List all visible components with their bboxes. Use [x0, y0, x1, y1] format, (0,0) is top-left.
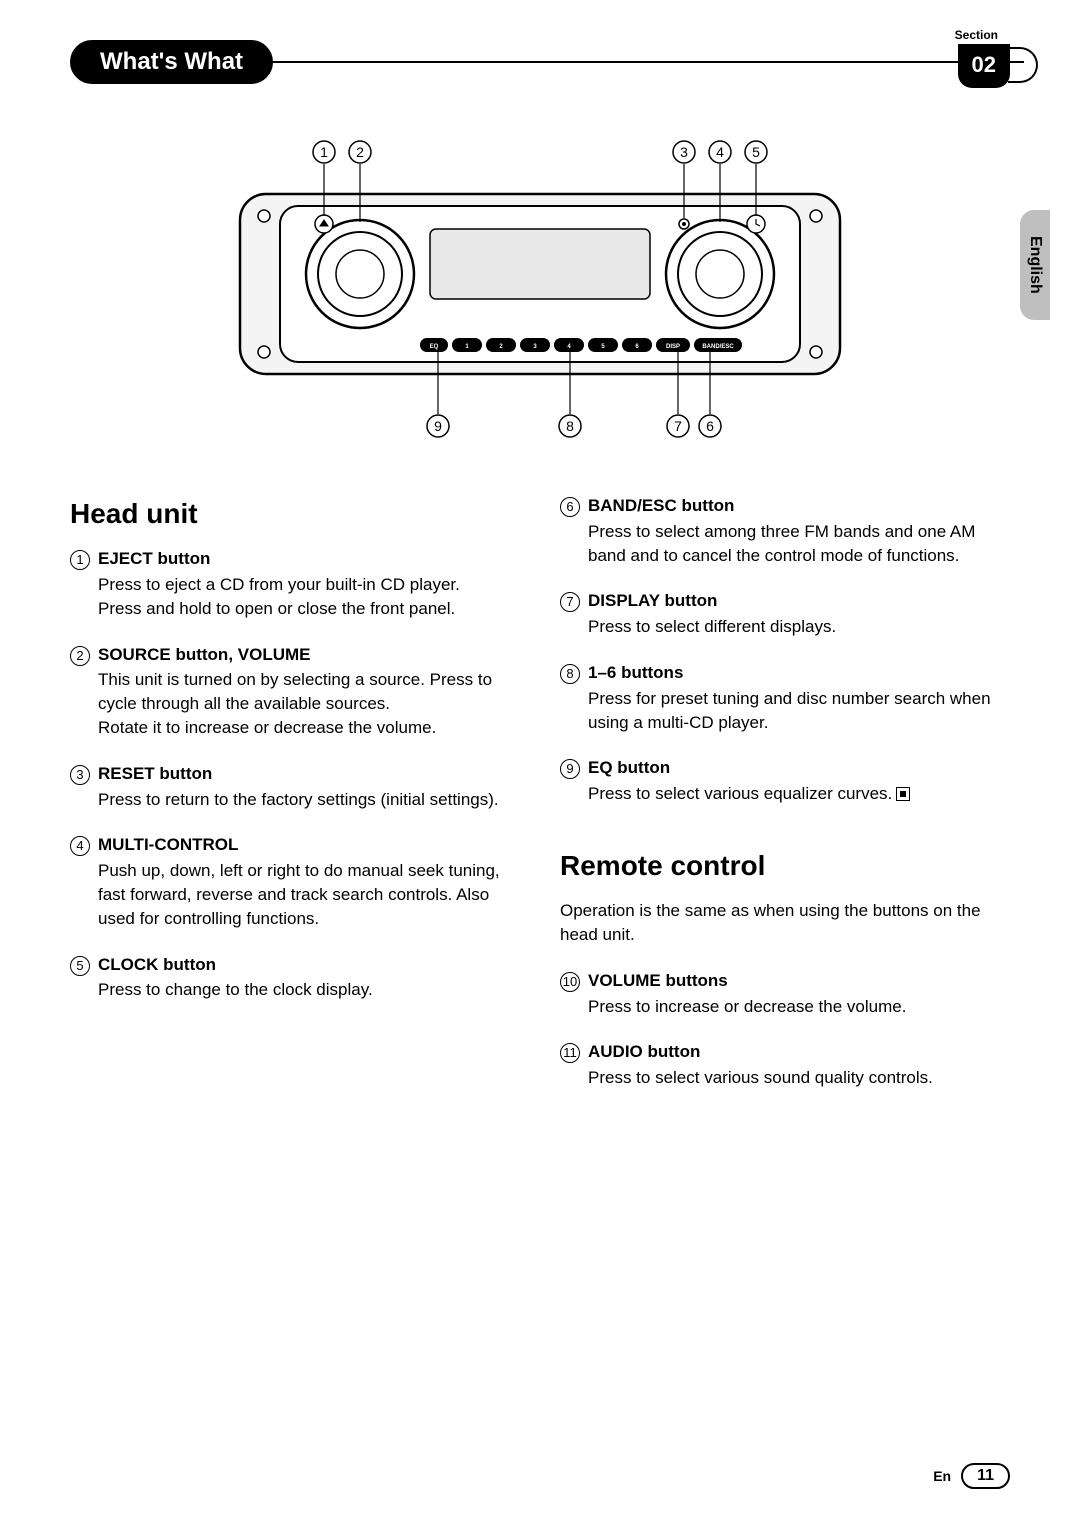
description-item: 1 EJECT buttonPress to eject a CD from yo…	[70, 547, 520, 620]
item-body: Press to eject a CD from your built-in C…	[98, 573, 520, 621]
item-title: RESET button	[98, 762, 212, 786]
item-body: Press to select various equalizer curves…	[588, 782, 1010, 806]
item-title: SOURCE button, VOLUME	[98, 643, 310, 667]
item-number: 4	[70, 836, 90, 856]
item-body: Press for preset tuning and disc number …	[588, 687, 1010, 735]
language-tab: English	[1020, 210, 1050, 320]
item-title: EQ button	[588, 756, 670, 780]
item-number: 9	[560, 759, 580, 779]
item-body: Press to increase or decrease the volume…	[588, 995, 1010, 1019]
item-body: Push up, down, left or right to do manua…	[98, 859, 520, 930]
description-item: 5 CLOCK buttonPress to change to the cloc…	[70, 953, 520, 1003]
item-body: Press to select among three FM bands and…	[588, 520, 1010, 568]
item-body: This unit is turned on by selecting a so…	[98, 668, 520, 739]
head-unit-svg: 1 2 3 4 5	[220, 134, 860, 454]
description-item: 8 1–6 buttonsPress for preset tuning and …	[560, 661, 1010, 734]
right-column: 6 BAND/ESC buttonPress to select among th…	[560, 494, 1010, 1112]
page-number: 11	[961, 1463, 1010, 1489]
item-number: 5	[70, 956, 90, 976]
description-item: 4 MULTI-CONTROLPush up, down, left or rig…	[70, 833, 520, 930]
item-title: VOLUME buttons	[588, 969, 728, 993]
item-number: 11	[560, 1043, 580, 1063]
description-item: 11 AUDIO buttonPress to select various so…	[560, 1040, 1010, 1090]
svg-text:8: 8	[566, 418, 574, 434]
header-rule	[259, 61, 1024, 63]
item-number: 6	[560, 497, 580, 517]
item-body: Press to select different displays.	[588, 615, 1010, 639]
page-title: What's What	[70, 40, 273, 84]
remote-intro: Operation is the same as when using the …	[560, 899, 1010, 947]
description-item: 7 DISPLAY buttonPress to select different…	[560, 589, 1010, 639]
left-column: Head unit 1 EJECT buttonPress to eject a …	[70, 494, 520, 1112]
item-body: Press to return to the factory settings …	[98, 788, 520, 812]
item-number: 2	[70, 646, 90, 666]
svg-text:7: 7	[674, 418, 682, 434]
svg-text:6: 6	[706, 418, 714, 434]
item-number: 10	[560, 972, 580, 992]
remote-control-heading: Remote control	[560, 846, 1010, 885]
head-unit-diagram: 1 2 3 4 5	[70, 134, 1010, 454]
description-item: 10 VOLUME buttonsPress to increase or dec…	[560, 969, 1010, 1019]
svg-text:4: 4	[716, 144, 724, 160]
item-number: 1	[70, 550, 90, 570]
item-body: Press to change to the clock display.	[98, 978, 520, 1002]
svg-text:5: 5	[752, 144, 760, 160]
item-title: DISPLAY button	[588, 589, 717, 613]
section-number-badge: 02	[958, 44, 1010, 88]
svg-text:BAND/ESC: BAND/ESC	[702, 344, 734, 350]
page-footer: En 11	[933, 1463, 1010, 1489]
item-number: 8	[560, 664, 580, 684]
head-unit-heading: Head unit	[70, 494, 520, 533]
svg-text:EQ: EQ	[430, 344, 439, 350]
svg-text:1: 1	[320, 144, 328, 160]
description-item: 2 SOURCE button, VOLUMEThis unit is turne…	[70, 643, 520, 740]
item-title: MULTI-CONTROL	[98, 833, 238, 857]
svg-text:2: 2	[356, 144, 364, 160]
item-number: 7	[560, 592, 580, 612]
description-item: 3 RESET buttonPress to return to the fact…	[70, 762, 520, 812]
item-title: CLOCK button	[98, 953, 216, 977]
item-title: EJECT button	[98, 547, 210, 571]
item-title: AUDIO button	[588, 1040, 700, 1064]
footer-lang: En	[933, 1468, 951, 1484]
header-row: What's What	[70, 40, 1010, 84]
svg-text:DISP: DISP	[666, 344, 680, 350]
svg-text:9: 9	[434, 418, 442, 434]
item-number: 3	[70, 765, 90, 785]
item-title: 1–6 buttons	[588, 661, 683, 685]
description-item: 6 BAND/ESC buttonPress to select among th…	[560, 494, 1010, 567]
section-end-icon	[896, 787, 910, 801]
description-item: 9 EQ buttonPress to select various equali…	[560, 756, 1010, 806]
item-title: BAND/ESC button	[588, 494, 734, 518]
item-body: Press to select various sound quality co…	[588, 1066, 1010, 1090]
svg-text:3: 3	[680, 144, 688, 160]
